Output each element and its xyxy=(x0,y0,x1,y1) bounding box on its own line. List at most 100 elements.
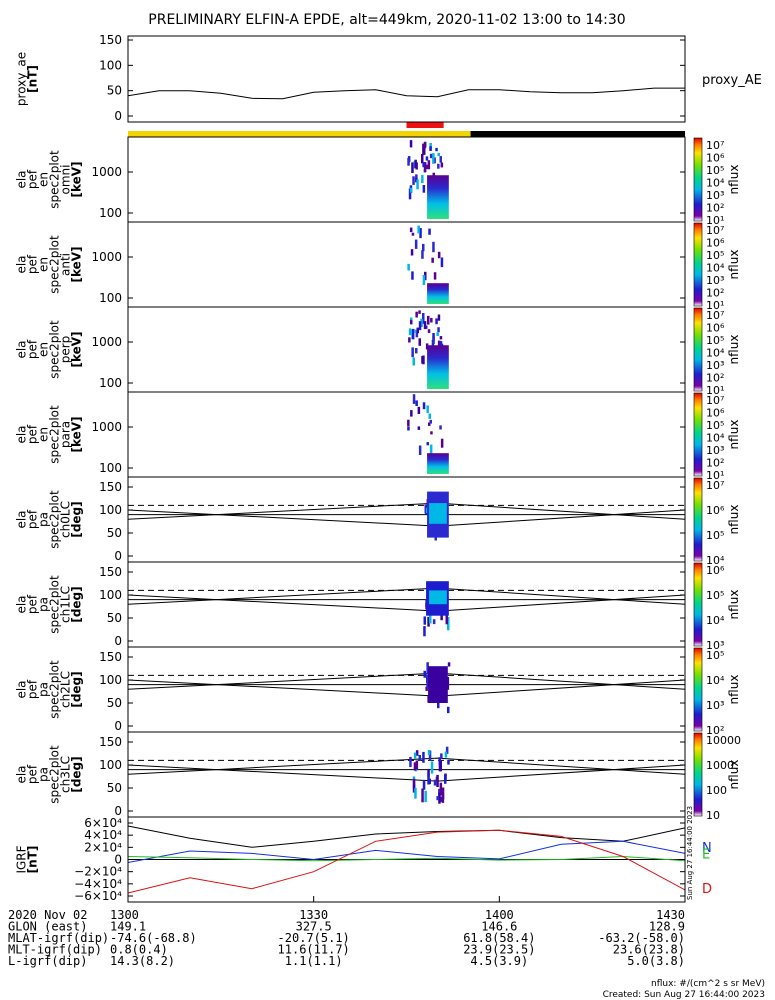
igrf-legend-N: N xyxy=(702,841,712,856)
colorbar-tick-label: 10⁵ xyxy=(706,589,724,602)
panel-7-tick-label: 150 xyxy=(99,650,122,664)
spectrogram-pixel xyxy=(410,249,414,256)
colorbar-tick-label: 10² xyxy=(706,287,724,300)
panel-1-ylabel-0: ela xyxy=(15,170,29,188)
colorbar-tick-label: 10¹ xyxy=(706,384,724,397)
spectrogram-pixel xyxy=(438,764,442,772)
spectrogram-pixel xyxy=(428,750,432,761)
spectrogram-pixel xyxy=(414,239,418,249)
footer-value: 1330 xyxy=(299,908,328,922)
colorbar-tick-label: 100 xyxy=(706,784,727,797)
spectrogram-pixel xyxy=(432,241,435,253)
colorbar xyxy=(693,222,703,307)
spectrogram-pixel xyxy=(411,347,414,358)
panel-4-tick-label: 1000 xyxy=(91,420,122,434)
spectrogram-pixel xyxy=(427,329,431,333)
panel-2-frame xyxy=(127,221,686,308)
spectrogram-pixel xyxy=(426,442,429,446)
spectrogram-pixel xyxy=(437,340,441,347)
colorbar-tick-label: 10⁵ xyxy=(706,649,724,662)
spectrogram-pixel xyxy=(425,686,428,691)
spectrogram-pixel xyxy=(415,348,418,354)
loss-cone-line xyxy=(127,679,686,697)
spectrogram-pixel xyxy=(429,419,432,424)
spectrogram-pixel xyxy=(411,328,415,340)
spectrogram-pixel xyxy=(437,327,440,333)
spectrogram-pixel xyxy=(429,444,433,455)
footer-value: 149.1 xyxy=(110,920,146,934)
footer-row-label: 2020 Nov 02 xyxy=(8,908,87,922)
spectrogram-pixel xyxy=(421,250,424,259)
spectrogram-pixel xyxy=(414,159,417,169)
panel-5-frame xyxy=(127,476,686,563)
spectrogram-pixel xyxy=(419,228,422,239)
spectrogram-pixel xyxy=(407,263,410,271)
igrf-total-line xyxy=(127,825,686,848)
panel-5-ylabel-2: pa xyxy=(37,512,51,527)
spectrogram-pixel xyxy=(423,626,426,637)
spectrogram-pixel xyxy=(407,419,410,427)
spectrogram-pixel xyxy=(433,272,437,280)
colorbar-tick-label: 10⁶ xyxy=(706,152,725,165)
spectrogram-pixel xyxy=(432,336,435,344)
spectrogram-pixel xyxy=(417,426,421,430)
footer-row-label: L-igrf(dip) xyxy=(8,954,87,968)
spectrogram-pixel xyxy=(438,792,441,804)
panel-4-tick-label: 100 xyxy=(99,461,122,475)
spectrogram-pixel xyxy=(444,751,448,758)
spectrogram-pixel xyxy=(415,330,419,338)
spectrogram-pixel xyxy=(423,670,426,678)
spectrogram-pixel xyxy=(428,422,431,426)
colorbar-tick-label: 10000 xyxy=(706,734,741,747)
spectrogram-pixel xyxy=(428,228,431,235)
spectrogram-pixel xyxy=(426,678,429,688)
panel-7-tick-label: 100 xyxy=(99,673,122,687)
spectrogram-pixel xyxy=(440,438,444,448)
spectrogram-pixel xyxy=(423,616,426,625)
spectrogram-pixel xyxy=(439,425,442,430)
spectrogram-flux-core xyxy=(427,175,449,219)
colorbar-tick-label: 10¹ xyxy=(706,469,724,482)
spectrogram-pixel xyxy=(431,257,434,263)
spectrogram-pixel xyxy=(407,158,410,166)
colorbar xyxy=(693,732,703,817)
spectrogram-pixel xyxy=(415,760,419,770)
proxy-ae-line xyxy=(127,87,685,100)
spectrogram-pixel xyxy=(421,788,424,803)
spectrogram-pixel xyxy=(416,179,419,190)
footer-value: 61.8(58.4) xyxy=(463,931,535,945)
panel-7-tick-label: 0 xyxy=(114,719,122,733)
panel-3-ylabel-0: ela xyxy=(15,340,29,358)
panel-3-ylabel-2: en xyxy=(37,342,51,357)
colorbar-tick-label: 10⁴ xyxy=(706,614,725,627)
spectrogram-pixel xyxy=(418,321,422,331)
panel-9-tick-label: −2×10⁴ xyxy=(74,865,122,879)
panel-9-tick-label: −4×10⁴ xyxy=(74,877,122,891)
spectrogram-pixel xyxy=(409,140,413,148)
loss-cone-line xyxy=(127,509,686,527)
spectrogram-pixel xyxy=(423,162,427,172)
spectrogram-pixel xyxy=(422,162,425,168)
spectrogram-pixel xyxy=(439,156,442,163)
colorbar xyxy=(693,307,703,392)
spectrogram-pixel xyxy=(429,153,433,159)
spectrogram-pixel xyxy=(413,762,417,771)
panel-5-tick-label: 150 xyxy=(99,480,122,494)
spectrogram-pixel xyxy=(411,271,414,280)
spectrogram-pixel xyxy=(418,755,421,761)
colorbar-tick-label: 10⁷ xyxy=(706,309,724,322)
colorbar-label: nflux xyxy=(727,420,741,450)
spectrogram-pixel xyxy=(412,176,415,185)
colorbar-tick-label: 10⁶ xyxy=(706,407,725,420)
panel-4-ylabel-4: para xyxy=(59,421,73,448)
colorbar-tick-label: 10³ xyxy=(706,639,724,652)
spectrogram-pixel xyxy=(437,314,441,321)
panel-1-ylabel-1: pef xyxy=(26,169,40,189)
spectrogram-pixel xyxy=(420,318,423,327)
panel-9-tick-label: 2×10⁴ xyxy=(84,840,122,854)
panel-2-ylabel-4: anti xyxy=(59,253,73,276)
